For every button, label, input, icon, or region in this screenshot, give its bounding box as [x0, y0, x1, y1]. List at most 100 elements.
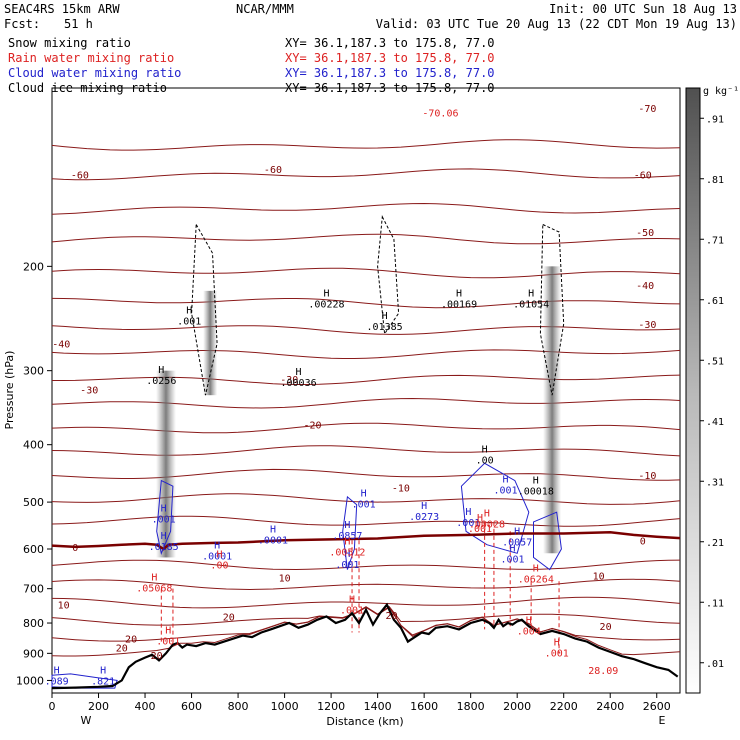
x-tick-label: 2200 — [550, 700, 578, 713]
maximum-h-symbol: H — [270, 524, 276, 535]
isotherm-line — [51, 139, 681, 151]
isotherm-line — [51, 397, 681, 409]
maximum-h-symbol: H — [323, 289, 329, 300]
isotherm-line — [51, 233, 681, 245]
maximum-h-symbol: H — [349, 595, 355, 606]
colorbar-tick-label: .71 — [706, 235, 724, 246]
colorbar — [685, 87, 701, 694]
maximum-marker: H.01054 — [513, 289, 549, 311]
hydrometeor-contour — [377, 215, 400, 336]
maximum-value: .001 — [335, 560, 359, 571]
isotherm-line — [51, 559, 681, 571]
maximum-value: .001 — [500, 555, 524, 566]
maximum-marker: H.001 — [352, 489, 376, 511]
maximum-h-symbol: H — [216, 550, 222, 561]
maximum-h-symbol: H — [484, 508, 490, 519]
cloud-ice-column — [203, 290, 218, 396]
maximum-h-symbol: H — [533, 563, 539, 574]
isotherm-line — [51, 267, 681, 279]
maximum-value: .0857 — [332, 531, 362, 542]
maximum-value: .00036 — [280, 378, 316, 389]
maximum-marker: H.001 — [177, 306, 201, 328]
colorbar-tick-label: .21 — [706, 538, 724, 549]
freezing-level-line — [51, 530, 681, 551]
temperature-label: 10 — [593, 571, 605, 582]
colorbar-tick-label: .51 — [706, 356, 724, 367]
temperature-label: 10 — [58, 601, 70, 612]
maximum-h-symbol: H — [161, 504, 167, 515]
maximum-value: .01385 — [367, 322, 403, 333]
maximum-h-symbol: H — [465, 507, 471, 518]
maximum-marker: H.001 — [156, 626, 180, 648]
maximum-marker: H.0857 — [332, 520, 362, 542]
isotherm-line — [51, 445, 681, 457]
maximum-marker: H.0273 — [409, 501, 439, 523]
freezing-level — [51, 530, 681, 551]
maximum-value: .001 — [352, 500, 376, 511]
y-tick-label: 1000 — [16, 674, 44, 687]
maximum-value: .001 — [456, 518, 480, 529]
y-tick-label: 900 — [23, 647, 44, 660]
maximum-h-symbol: H — [344, 520, 350, 531]
init-time: Init: 00 UTC Sun 18 Aug 13 — [549, 2, 737, 16]
terrain-profile — [51, 602, 679, 690]
temperature-labels: -60 -60 -70 -60 -50 -40 -30 -40 -30 -30 -20 -10 -10 0… — [52, 104, 656, 677]
isotherm-line — [51, 578, 681, 591]
colorbar-unit: g kg⁻¹ — [703, 86, 739, 97]
maximum-h-symbol: H — [421, 501, 427, 512]
maximum-marker: H.00036 — [280, 367, 316, 389]
y-tick-label: 500 — [23, 496, 44, 509]
maximum-marker: H.001 — [340, 595, 364, 617]
maximum-value: .06264 — [518, 574, 554, 585]
cloud-ice-shading — [155, 266, 562, 558]
maximum-value: .00028 — [469, 519, 505, 530]
temperature-label: -10 — [638, 471, 656, 482]
x-tick-label: 200 — [88, 700, 109, 713]
colorbar-tick-label: .01 — [706, 659, 724, 670]
maximum-value: .001 — [340, 606, 364, 617]
maximum-value: .004 — [517, 626, 541, 637]
maximum-marker: H.00018 — [518, 476, 554, 498]
maximum-value: .0256 — [146, 376, 176, 387]
y-tick-label: 600 — [23, 543, 44, 556]
isotherm-line — [51, 606, 681, 657]
maximum-h-symbol: H — [296, 367, 302, 378]
maximum-marker: H.001 — [335, 549, 359, 571]
x-tick-label: 1200 — [317, 700, 345, 713]
plot-frame — [51, 87, 681, 694]
y-axis-label: Pressure (hPa) — [3, 351, 16, 430]
maximum-marker: H.0001 — [258, 524, 288, 546]
x-tick-label: 2600 — [643, 700, 671, 713]
temperature-label: 20 — [223, 613, 235, 624]
x-axis-label: Distance (km) — [326, 715, 403, 728]
maximum-marker: H.00228 — [308, 289, 344, 311]
maximum-marker: H.001 — [545, 637, 569, 659]
maximum-marker: H.001 — [152, 504, 176, 526]
temperature-label: -70 — [638, 104, 656, 115]
maximum-value: .01054 — [513, 300, 549, 311]
temperature-label: 20 — [125, 635, 137, 646]
maximum-value: .001 — [177, 317, 201, 328]
maximum-marker: H.004 — [517, 615, 541, 637]
maximum-h-symbol: H — [151, 573, 157, 584]
legend-rain-name: Rain water mixing ratio — [8, 51, 174, 65]
maximum-h-symbol: H — [503, 475, 509, 486]
maximum-marker: H.05068 — [136, 573, 172, 595]
x-tick-label: 1800 — [457, 700, 485, 713]
x-end-label-west: W — [81, 714, 92, 727]
temperature-label: -60 — [71, 171, 89, 182]
isotherm-line — [51, 325, 681, 335]
maximum-marker: H.00169 — [441, 289, 477, 311]
maximum-value: .00018 — [518, 487, 554, 498]
x-tick-label: 2000 — [503, 700, 531, 713]
maximum-value: .00 — [476, 455, 494, 466]
cloud-ice-column — [155, 370, 176, 558]
x-tick-label: 1000 — [271, 700, 299, 713]
maximum-h-symbol: H — [482, 444, 488, 455]
maximum-h-symbol: H — [54, 666, 60, 677]
y-tick-label: 300 — [23, 365, 44, 378]
maximum-value: .001 — [494, 486, 518, 497]
fcst-label: Fcst: — [4, 17, 40, 31]
maximum-h-symbol: H — [382, 311, 388, 322]
temperature-label: 20 — [116, 644, 128, 655]
